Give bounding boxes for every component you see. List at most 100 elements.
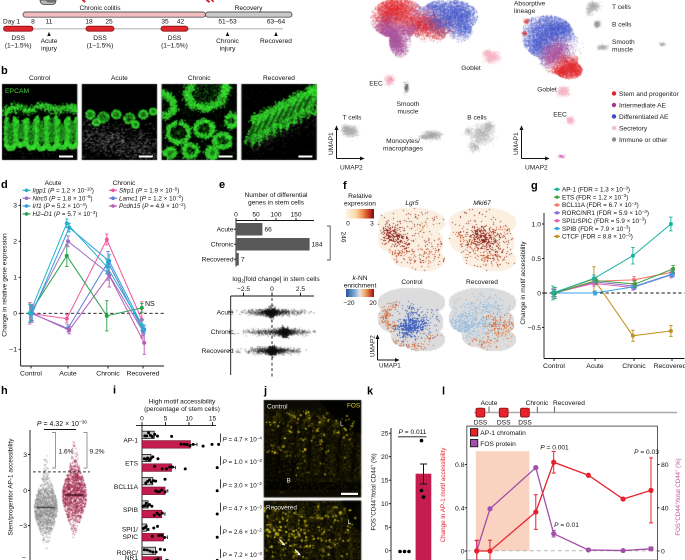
svg-text:Chronic: Chronic — [526, 400, 549, 407]
svg-text:25: 25 — [105, 19, 113, 26]
svg-text:Irf1 (P = 5.2 × 10−4): Irf1 (P = 5.2 × 10−4) — [33, 202, 87, 210]
svg-text:Acute: Acute — [41, 38, 58, 45]
svg-text:j: j — [263, 385, 267, 397]
svg-text:Nlrc5 (P = 1.8 × 10−5): Nlrc5 (P = 1.8 × 10−5) — [33, 194, 93, 202]
svg-text:(percentage of stem cells): (percentage of stem cells) — [144, 406, 220, 413]
svg-text:9.2%: 9.2% — [90, 449, 105, 456]
svg-text:Recovered: Recovered — [266, 505, 297, 512]
svg-text:Recovery: Recovery — [235, 5, 264, 12]
svg-text:246: 246 — [340, 232, 347, 243]
svg-text:Change in relative gene expres: Change in relative gene expression — [2, 233, 9, 337]
svg-text:Recovered: Recovered — [202, 348, 234, 355]
svg-text:Secretory: Secretory — [619, 126, 648, 133]
svg-text:0: 0 — [13, 311, 17, 318]
svg-text:Control: Control — [401, 279, 423, 286]
svg-text:Acute: Acute — [217, 310, 234, 317]
svg-text:d: d — [1, 179, 8, 191]
svg-text:80: 80 — [661, 462, 669, 469]
svg-text:AP-1 chromatin: AP-1 chromatin — [480, 430, 526, 437]
svg-text:5: 5 — [164, 416, 168, 423]
svg-text:Control: Control — [29, 75, 51, 82]
svg-text:genes in stem cells: genes in stem cells — [248, 200, 305, 207]
svg-text:−20: −20 — [343, 300, 355, 307]
svg-text:Lamc1 (P = 1.2 × 10−2): Lamc1 (P = 1.2 × 10−2) — [119, 194, 183, 202]
svg-text:UMAP2: UMAP2 — [340, 165, 363, 172]
svg-text:macrophages: macrophages — [383, 146, 424, 153]
svg-text:7: 7 — [241, 257, 245, 264]
svg-text:EEC: EEC — [369, 81, 383, 88]
svg-text:AP-1 (FDR = 1.3 × 10−3): AP-1 (FDR = 1.3 × 10−3) — [562, 185, 630, 193]
svg-text:T cells: T cells — [343, 115, 363, 122]
svg-text:2.5: 2.5 — [296, 286, 305, 293]
svg-text:h: h — [1, 385, 8, 397]
svg-text:Control: Control — [543, 363, 565, 370]
svg-text:Recovered: Recovered — [466, 279, 498, 286]
svg-text:0: 0 — [234, 212, 238, 219]
svg-text:P = 4.7 × 10−3: P = 4.7 × 10−3 — [223, 504, 263, 512]
svg-text:P = 3.0 × 10−2: P = 3.0 × 10−2 — [223, 481, 263, 489]
svg-text:20: 20 — [381, 454, 389, 461]
svg-text:Control: Control — [20, 371, 42, 378]
svg-text:Recovered: Recovered — [202, 257, 234, 264]
svg-text:18: 18 — [85, 19, 93, 26]
svg-text:1.6%: 1.6% — [59, 449, 74, 456]
svg-text:(1–1.5%): (1–1.5%) — [5, 43, 32, 50]
svg-text:15: 15 — [381, 478, 389, 485]
svg-text:ETS (FDR = 1.2 × 10−3): ETS (FDR = 1.2 × 10−3) — [562, 193, 628, 201]
svg-text:l: l — [442, 386, 445, 398]
svg-text:1.0: 1.0 — [532, 221, 542, 228]
svg-text:Chronic: Chronic — [188, 75, 211, 82]
svg-text:3: 3 — [370, 221, 374, 228]
svg-text:FOS+CD44+/total CD44+ (%): FOS+CD44+/total CD44+ (%) — [674, 458, 682, 535]
svg-text:k-NN: k-NN — [352, 275, 367, 282]
svg-text:40: 40 — [661, 505, 669, 512]
svg-text:AP-1: AP-1 — [123, 438, 138, 445]
svg-text:15: 15 — [209, 416, 217, 423]
svg-text:P = 0.011: P = 0.011 — [399, 429, 427, 436]
svg-text:Chronic: Chronic — [216, 38, 239, 45]
svg-text:Change in AP-1 motif accessibi: Change in AP-1 motif accessibility — [440, 447, 447, 543]
svg-text:b: b — [1, 65, 8, 77]
svg-text:RORC/: RORC/ — [117, 550, 138, 557]
svg-text:−0.5: −0.5 — [528, 325, 542, 332]
svg-text:Intermediate AE: Intermediate AE — [619, 103, 667, 110]
svg-text:UMAP2: UMAP2 — [370, 335, 377, 357]
svg-text:P = 7.2 × 10−3: P = 7.2 × 10−3 — [223, 551, 263, 559]
svg-text:−3: −3 — [19, 523, 27, 530]
svg-text:P = 4.32 × 10−30: P = 4.32 × 10−30 — [37, 420, 88, 429]
svg-text:63–64: 63–64 — [267, 19, 286, 26]
svg-text:Acute: Acute — [481, 400, 498, 407]
svg-text:Immune or other: Immune or other — [619, 137, 668, 144]
svg-text:25: 25 — [381, 431, 389, 438]
svg-text:High motif accessibility: High motif accessibility — [149, 399, 216, 406]
svg-text:10: 10 — [381, 501, 389, 508]
svg-text:P = 2.6 × 10−2: P = 2.6 × 10−2 — [223, 528, 263, 536]
svg-text:log2[fold change] in stem cell: log2[fold change] in stem cells — [232, 276, 320, 284]
svg-text:Stem/progenitor AP-1 accessibi: Stem/progenitor AP-1 accessibility — [8, 438, 15, 536]
svg-text:UMAP1: UMAP1 — [513, 132, 520, 155]
svg-text:UMAP2: UMAP2 — [525, 165, 548, 172]
svg-text:NR1: NR1 — [125, 555, 139, 560]
svg-text:Chronic: Chronic — [96, 371, 120, 378]
svg-text:muscle: muscle — [612, 47, 633, 54]
svg-text:f: f — [343, 180, 347, 192]
svg-text:(1–1.5%): (1–1.5%) — [87, 43, 114, 50]
svg-text:EEC: EEC — [553, 112, 567, 119]
svg-text:P = 1.0 × 10−3: P = 1.0 × 10−3 — [223, 458, 263, 466]
svg-text:B cells: B cells — [612, 22, 632, 29]
svg-text:35: 35 — [161, 19, 169, 26]
svg-text:−: − — [22, 555, 26, 560]
svg-text:Control: Control — [267, 404, 288, 411]
svg-text:lineage: lineage — [514, 8, 536, 15]
svg-text:injury: injury — [220, 46, 236, 53]
svg-text:3: 3 — [13, 203, 17, 210]
svg-text:e: e — [219, 179, 225, 191]
svg-text:Acute: Acute — [59, 371, 77, 378]
svg-text:Number of differential: Number of differential — [245, 192, 308, 199]
svg-text:Differentiated AE: Differentiated AE — [619, 114, 669, 121]
svg-text:Monocytes/: Monocytes/ — [386, 138, 420, 145]
svg-text:Acute: Acute — [111, 75, 128, 82]
svg-text:0: 0 — [461, 548, 465, 555]
svg-text:DSS: DSS — [168, 35, 182, 42]
svg-text:ETS: ETS — [125, 461, 138, 468]
